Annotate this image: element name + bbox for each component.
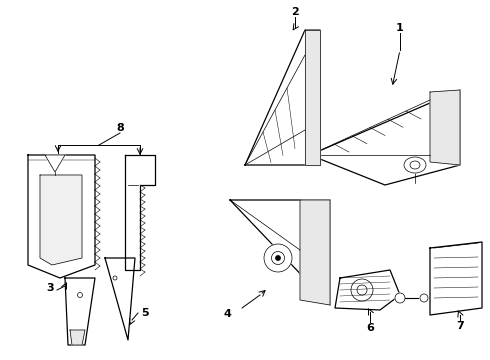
Text: 5: 5 bbox=[141, 308, 149, 318]
Ellipse shape bbox=[77, 292, 82, 297]
Text: 2: 2 bbox=[291, 7, 299, 17]
Ellipse shape bbox=[264, 244, 292, 272]
Polygon shape bbox=[430, 90, 460, 165]
Polygon shape bbox=[305, 30, 320, 165]
Ellipse shape bbox=[420, 294, 428, 302]
Ellipse shape bbox=[275, 256, 280, 261]
Text: 4: 4 bbox=[223, 309, 231, 319]
Polygon shape bbox=[430, 242, 482, 315]
Polygon shape bbox=[230, 200, 330, 305]
Polygon shape bbox=[310, 90, 460, 185]
Polygon shape bbox=[45, 155, 65, 172]
Polygon shape bbox=[105, 258, 135, 340]
Polygon shape bbox=[245, 30, 320, 165]
Ellipse shape bbox=[113, 276, 117, 280]
Text: 6: 6 bbox=[366, 323, 374, 333]
Polygon shape bbox=[70, 330, 85, 345]
Polygon shape bbox=[65, 278, 95, 345]
Polygon shape bbox=[40, 175, 82, 265]
Polygon shape bbox=[300, 200, 330, 305]
Text: 8: 8 bbox=[116, 123, 124, 133]
Text: 3: 3 bbox=[46, 283, 54, 293]
Polygon shape bbox=[125, 155, 155, 270]
Polygon shape bbox=[335, 270, 400, 310]
Ellipse shape bbox=[351, 279, 373, 301]
Text: 7: 7 bbox=[456, 321, 464, 331]
Text: 1: 1 bbox=[396, 23, 404, 33]
Ellipse shape bbox=[404, 157, 426, 173]
Ellipse shape bbox=[395, 293, 405, 303]
Polygon shape bbox=[28, 155, 95, 278]
